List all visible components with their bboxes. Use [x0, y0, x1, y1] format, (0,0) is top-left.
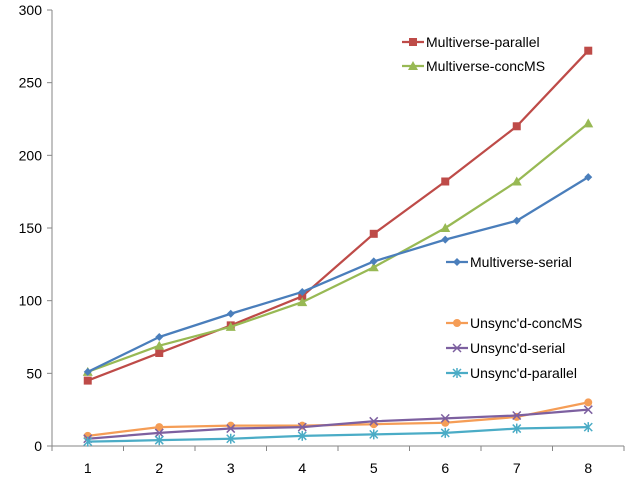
legend-label: Unsync'd-parallel [470, 365, 577, 381]
chart-legend: Multiverse-parallel Multiverse-concMS Mult… [402, 34, 582, 381]
data-point [298, 287, 307, 296]
data-point [583, 118, 594, 128]
data-point [225, 321, 236, 331]
legend-item: Unsync'd-parallel [446, 365, 577, 381]
data-point [298, 421, 307, 430]
data-point [155, 348, 164, 357]
legend-label: Multiverse-concMS [426, 58, 545, 74]
series-line [87, 176, 589, 373]
data-point [583, 422, 593, 433]
y-tick-label: 300 [19, 2, 43, 18]
data-point [512, 410, 522, 421]
legend-marker [452, 368, 462, 378]
data-point [297, 422, 307, 432]
data-point [155, 423, 164, 432]
data-point [512, 423, 522, 434]
data-point [369, 416, 379, 426]
x-tick-label: 5 [370, 460, 378, 476]
legend-label: Multiverse-serial [470, 254, 572, 270]
series-line [87, 425, 589, 443]
data-point [155, 333, 164, 341]
data-point [440, 427, 450, 438]
legend-item: Unsync'd-concMS [446, 315, 582, 331]
chart-axes: 0 50 100 150 200 250 300 1 2 3 4 5 6 7 8 [19, 2, 625, 476]
data-point [297, 430, 307, 441]
y-tick-label: 0 [34, 438, 42, 454]
legend-marker [409, 38, 417, 46]
x-tick-label: 3 [227, 460, 235, 476]
legend-label: Unsync'd-serial [470, 340, 565, 356]
data-point [368, 262, 379, 272]
data-point [298, 292, 307, 301]
legend-item: Multiverse-serial [446, 254, 572, 270]
data-point [440, 413, 450, 423]
legend-item: Multiverse-concMS [402, 58, 545, 74]
data-point [297, 297, 308, 307]
data-point [441, 235, 450, 244]
legend-marker [453, 319, 461, 327]
data-point [369, 429, 379, 440]
data-point [441, 177, 450, 186]
series-line [87, 408, 589, 440]
y-tick-label: 100 [19, 293, 43, 309]
data-point [441, 418, 450, 427]
data-point [440, 223, 451, 232]
data-point [583, 405, 593, 415]
series-line [87, 122, 589, 373]
x-tick-label: 6 [441, 460, 449, 476]
data-point [83, 376, 92, 385]
data-point [154, 340, 165, 350]
x-tick-label: 7 [513, 460, 521, 476]
data-point [83, 436, 93, 447]
legend-marker [452, 343, 462, 353]
legend-marker [453, 258, 461, 266]
data-point [226, 433, 236, 444]
y-tick-label: 150 [19, 220, 43, 236]
legend-marker [408, 61, 418, 70]
data-point [83, 367, 92, 376]
y-tick-label: 250 [19, 75, 43, 91]
data-point [154, 428, 164, 438]
y-tick-label: 50 [26, 365, 42, 381]
x-tick-label: 4 [298, 460, 306, 476]
data-point [511, 176, 522, 186]
data-point [369, 257, 378, 266]
legend-label: Unsync'd-concMS [470, 315, 582, 331]
y-tick-label: 200 [19, 147, 43, 163]
legend-label: Multiverse-parallel [426, 34, 540, 50]
x-tick-label: 1 [84, 460, 92, 476]
data-point [226, 309, 235, 318]
series-line [87, 49, 590, 382]
x-tick-label: 2 [155, 460, 163, 476]
legend-item: Unsync'd-serial [446, 340, 565, 356]
data-point [226, 424, 236, 434]
data-point [369, 229, 378, 238]
x-tick-label: 8 [584, 460, 592, 476]
data-point [154, 435, 164, 446]
data-point [512, 216, 521, 225]
series-multiverse-concms [82, 118, 594, 376]
legend-item: Multiverse-parallel [402, 34, 540, 50]
series-unsync-d-parallel [83, 422, 593, 447]
data-point [584, 173, 593, 182]
series-unsync-d-serial [83, 405, 593, 444]
data-point [584, 46, 593, 55]
series-multiverse-serial [83, 173, 593, 376]
data-point [584, 398, 593, 407]
data-point [512, 122, 521, 131]
plot-area [82, 46, 594, 447]
